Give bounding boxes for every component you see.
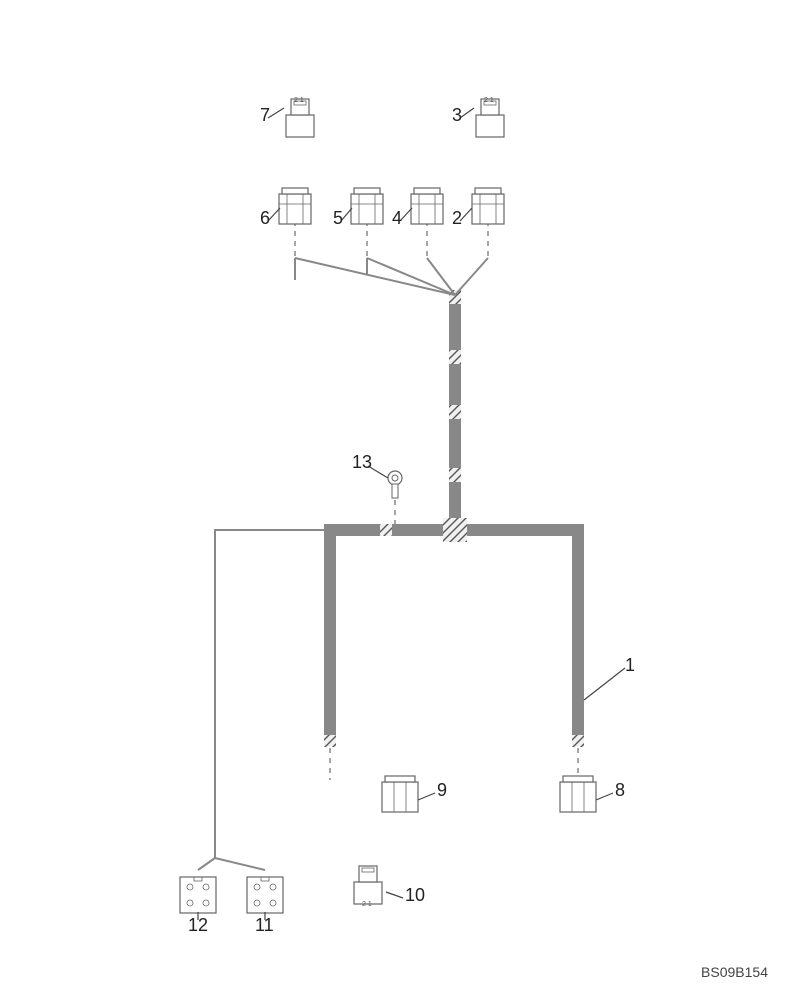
callout-10: 10 bbox=[405, 885, 425, 906]
svg-text:2 1: 2 1 bbox=[362, 901, 372, 908]
callout-5: 5 bbox=[333, 208, 343, 229]
callout-7: 7 bbox=[260, 105, 270, 126]
callout-8: 8 bbox=[615, 780, 625, 801]
callout-9: 9 bbox=[437, 780, 447, 801]
callout-12: 12 bbox=[188, 915, 208, 936]
document-id: BS09B154 bbox=[701, 964, 768, 980]
callout-6: 6 bbox=[260, 208, 270, 229]
callout-13: 13 bbox=[352, 452, 372, 473]
callout-2: 2 bbox=[452, 208, 462, 229]
svg-text:2 1: 2 1 bbox=[294, 97, 304, 104]
callout-11: 11 bbox=[255, 915, 274, 936]
diagram-svg: 2 1 2 1 2 1 bbox=[0, 0, 808, 1000]
callout-1: 1 bbox=[625, 655, 635, 676]
svg-text:2 1: 2 1 bbox=[484, 97, 494, 104]
diagram-page: { "doc_id": "BS09B154", "colors": { "bg"… bbox=[0, 0, 808, 1000]
callout-4: 4 bbox=[392, 208, 402, 229]
callout-3: 3 bbox=[452, 105, 462, 126]
